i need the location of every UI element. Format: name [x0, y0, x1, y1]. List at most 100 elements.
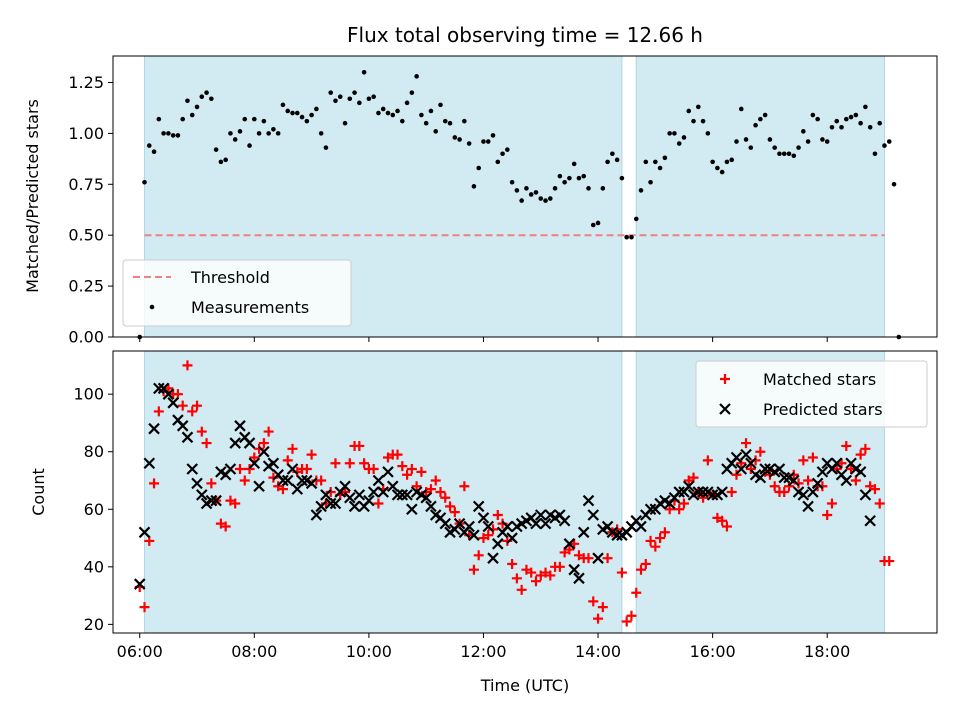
measurement-point-135: [777, 151, 782, 157]
matched-star-point-24: [244, 463, 255, 474]
matched-star-point-84: [530, 576, 541, 587]
measurement-point-102: [619, 175, 625, 181]
measurement-point-85: [538, 196, 544, 201]
matched-star-point-55: [392, 449, 403, 460]
predicted-star-point-32: [281, 474, 294, 487]
predicted-star-point-74: [482, 520, 495, 533]
bottom-x-tick-label-08-00: 08:00: [231, 642, 277, 661]
bottom-y-tick-label-100: 100: [73, 385, 104, 404]
measurement-point-139: [796, 145, 801, 150]
predicted-star-point-79: [506, 532, 518, 544]
measurement-point-36: [304, 118, 310, 124]
predicted-star-point-1: [133, 578, 146, 590]
measurement-point-3: [146, 143, 152, 148]
matched-star-point-99: [602, 553, 613, 564]
matched-star-point-114: [674, 504, 685, 515]
matched-star-point-120: [702, 455, 713, 466]
matched-star-point-39: [316, 475, 327, 486]
measurement-point-46: [352, 90, 357, 95]
measurement-point-37: [309, 112, 314, 118]
measurement-point-47: [357, 100, 362, 106]
measurement-point-56: [400, 118, 405, 124]
measurement-point-26: [256, 131, 262, 136]
measurement-point-112: [667, 131, 672, 136]
measurement-point-145: [824, 139, 830, 144]
predicted-star-point-128: [740, 448, 752, 461]
measurement-point-74: [485, 139, 491, 144]
measurement-point-25: [252, 116, 257, 122]
measurement-point-6: [161, 131, 166, 136]
measurement-point-154: [867, 124, 873, 130]
measurement-point-141: [805, 139, 811, 144]
measurement-point-31: [280, 102, 286, 108]
top-y-tick-label-0-25: 0.25: [68, 277, 104, 296]
bottom-x-tick-label-06-00: 06:00: [117, 642, 163, 661]
measurement-point-144: [820, 137, 825, 142]
matched-star-point-51: [373, 498, 384, 509]
matched-star-point-4: [149, 478, 160, 489]
matched-star-point-89: [554, 561, 565, 572]
measurement-point-2: [142, 179, 147, 185]
measurement-point-123: [719, 169, 725, 175]
matched-star-point-31: [277, 484, 288, 495]
measurement-point-75: [490, 133, 496, 138]
measurement-point-23: [242, 116, 248, 122]
measurement-point-119: [700, 118, 706, 124]
bottom-x-axis-label: Time (UTC): [480, 676, 569, 695]
bottom-x-tick-label-18-00: 18:00: [804, 642, 850, 661]
measurement-point-129: [748, 145, 754, 150]
predicted-star-point-141: [802, 500, 814, 513]
matched-star-point-36: [301, 463, 312, 474]
predicted-star-point-143: [811, 477, 824, 490]
matched-star-point-102: [616, 567, 627, 578]
matched-star-point-158: [884, 556, 895, 567]
matched-star-point-141: [803, 475, 814, 486]
predicted-star-point-144: [816, 466, 829, 478]
matched-star-point-117: [688, 472, 699, 483]
measurement-point-73: [481, 139, 486, 144]
predicted-star-point-21: [229, 437, 241, 449]
measurement-point-68: [457, 137, 462, 142]
measurement-point-29: [271, 127, 276, 132]
predicted-star-point-136: [778, 471, 791, 484]
measurement-point-86: [543, 198, 548, 203]
measurement-point-120: [705, 131, 711, 136]
measurement-point-7: [166, 131, 171, 136]
measurement-point-143: [815, 116, 820, 122]
predicted-star-point-78: [501, 520, 514, 533]
measurement-point-62: [428, 108, 434, 114]
matched-star-point-155: [869, 484, 880, 495]
measurement-point-128: [743, 137, 749, 142]
predicted-star-point-42: [329, 497, 342, 510]
measurement-point-156: [877, 120, 883, 126]
matched-star-point-81: [516, 584, 527, 595]
matched-star-point-13: [192, 400, 203, 411]
matched-star-point-62: [425, 484, 436, 495]
matched-star-point-124: [721, 521, 732, 532]
measurement-point-59: [414, 74, 419, 79]
measurement-point-5: [156, 116, 162, 122]
matched-star-point-10: [177, 400, 188, 411]
measurement-point-58: [409, 90, 415, 95]
measurement-point-83: [528, 192, 534, 197]
predicted-star-point-91: [563, 538, 576, 550]
predicted-star-point-27: [258, 445, 270, 458]
measurement-point-148: [839, 124, 844, 130]
matched-star-point-96: [588, 596, 599, 607]
top-panel: 0.00 0.25 0.50 0.75 1.00 1.25 Matched/Predict…: [23, 55, 938, 347]
predicted-star-point-16: [205, 494, 218, 507]
measurement-point-105: [633, 216, 639, 222]
matched-star-point-32: [282, 455, 293, 466]
matched-star-point-69: [459, 481, 470, 492]
matched-star-point-105: [631, 587, 642, 598]
matched-star-point-104: [626, 610, 637, 621]
top-y-tick-label-1-00: 1.00: [68, 124, 104, 143]
measurement-point-106: [638, 188, 644, 193]
predicted-star-point-138: [788, 474, 800, 487]
predicted-star-point-68: [453, 517, 466, 530]
measurement-point-127: [738, 106, 744, 112]
measurement-point-44: [342, 120, 348, 126]
predicted-star-point-85: [534, 509, 547, 521]
matched-star-point-151: [850, 475, 861, 486]
matched-star-point-28: [263, 426, 274, 437]
